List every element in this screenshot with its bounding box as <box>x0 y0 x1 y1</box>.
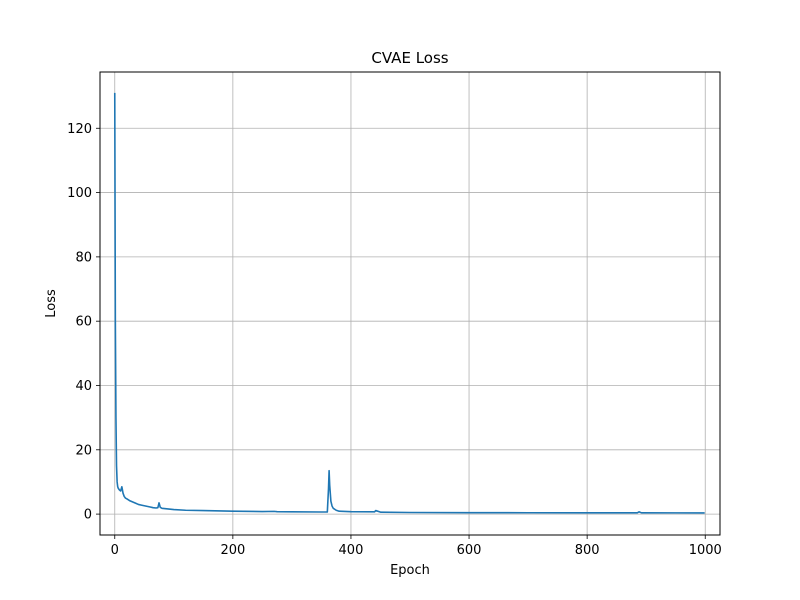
x-tick-label: 600 <box>457 543 482 558</box>
grid <box>100 72 720 535</box>
y-tick-label: 100 <box>67 186 92 201</box>
loss-series-line <box>113 92 705 514</box>
x-tick-label: 400 <box>339 543 364 558</box>
x-tick-label: 1000 <box>689 543 722 558</box>
plot-area <box>113 92 705 514</box>
y-axis-label: Loss <box>44 289 59 318</box>
y-tick-label: 0 <box>84 508 92 523</box>
x-axis-label: Epoch <box>390 563 430 578</box>
chart-title: CVAE Loss <box>371 49 448 67</box>
x-tick-label: 0 <box>111 543 119 558</box>
axes-frame <box>99 71 721 536</box>
y-tick-label: 120 <box>67 122 92 137</box>
y-tick-label: 60 <box>75 315 92 330</box>
y-tick-label: 40 <box>75 379 92 394</box>
y-tick-label: 80 <box>75 250 92 265</box>
ticks: 0 200 400 600 800 1000 0 20 40 60 80 100 120 <box>67 122 722 558</box>
x-tick-label: 200 <box>220 543 245 558</box>
x-tick-label: 800 <box>575 543 600 558</box>
y-tick-label: 20 <box>75 443 92 458</box>
